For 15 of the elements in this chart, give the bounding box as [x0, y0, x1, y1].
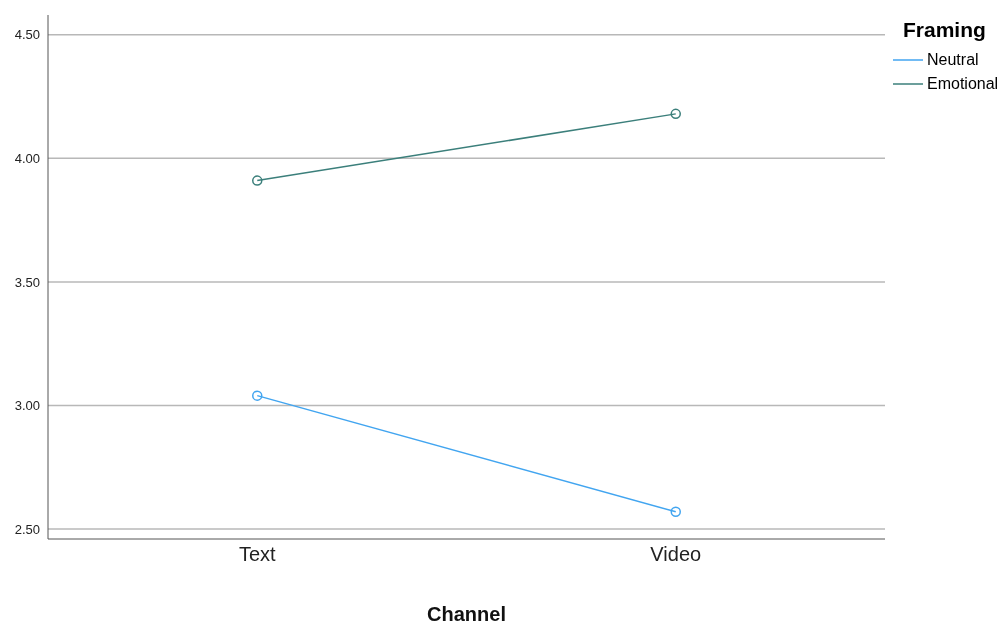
y-tick-label: 2.50 [14, 521, 40, 537]
y-tick-label: 3.50 [14, 274, 40, 290]
legend-title: Framing [903, 18, 987, 42]
x-axis-title: Channel [427, 603, 506, 625]
legend-label: Neutral [927, 51, 979, 69]
point [670, 506, 681, 518]
y-tick-label: 4.50 [14, 27, 40, 43]
x-tick-label: Video [650, 543, 702, 566]
legend-label: Emotional [927, 75, 999, 93]
point [670, 108, 681, 120]
y-tick-label: 4.00 [14, 150, 40, 166]
y-tick-label: 3.00 [14, 398, 40, 414]
point [252, 175, 263, 186]
point [252, 390, 263, 401]
x-tick-label: Text [238, 543, 277, 566]
